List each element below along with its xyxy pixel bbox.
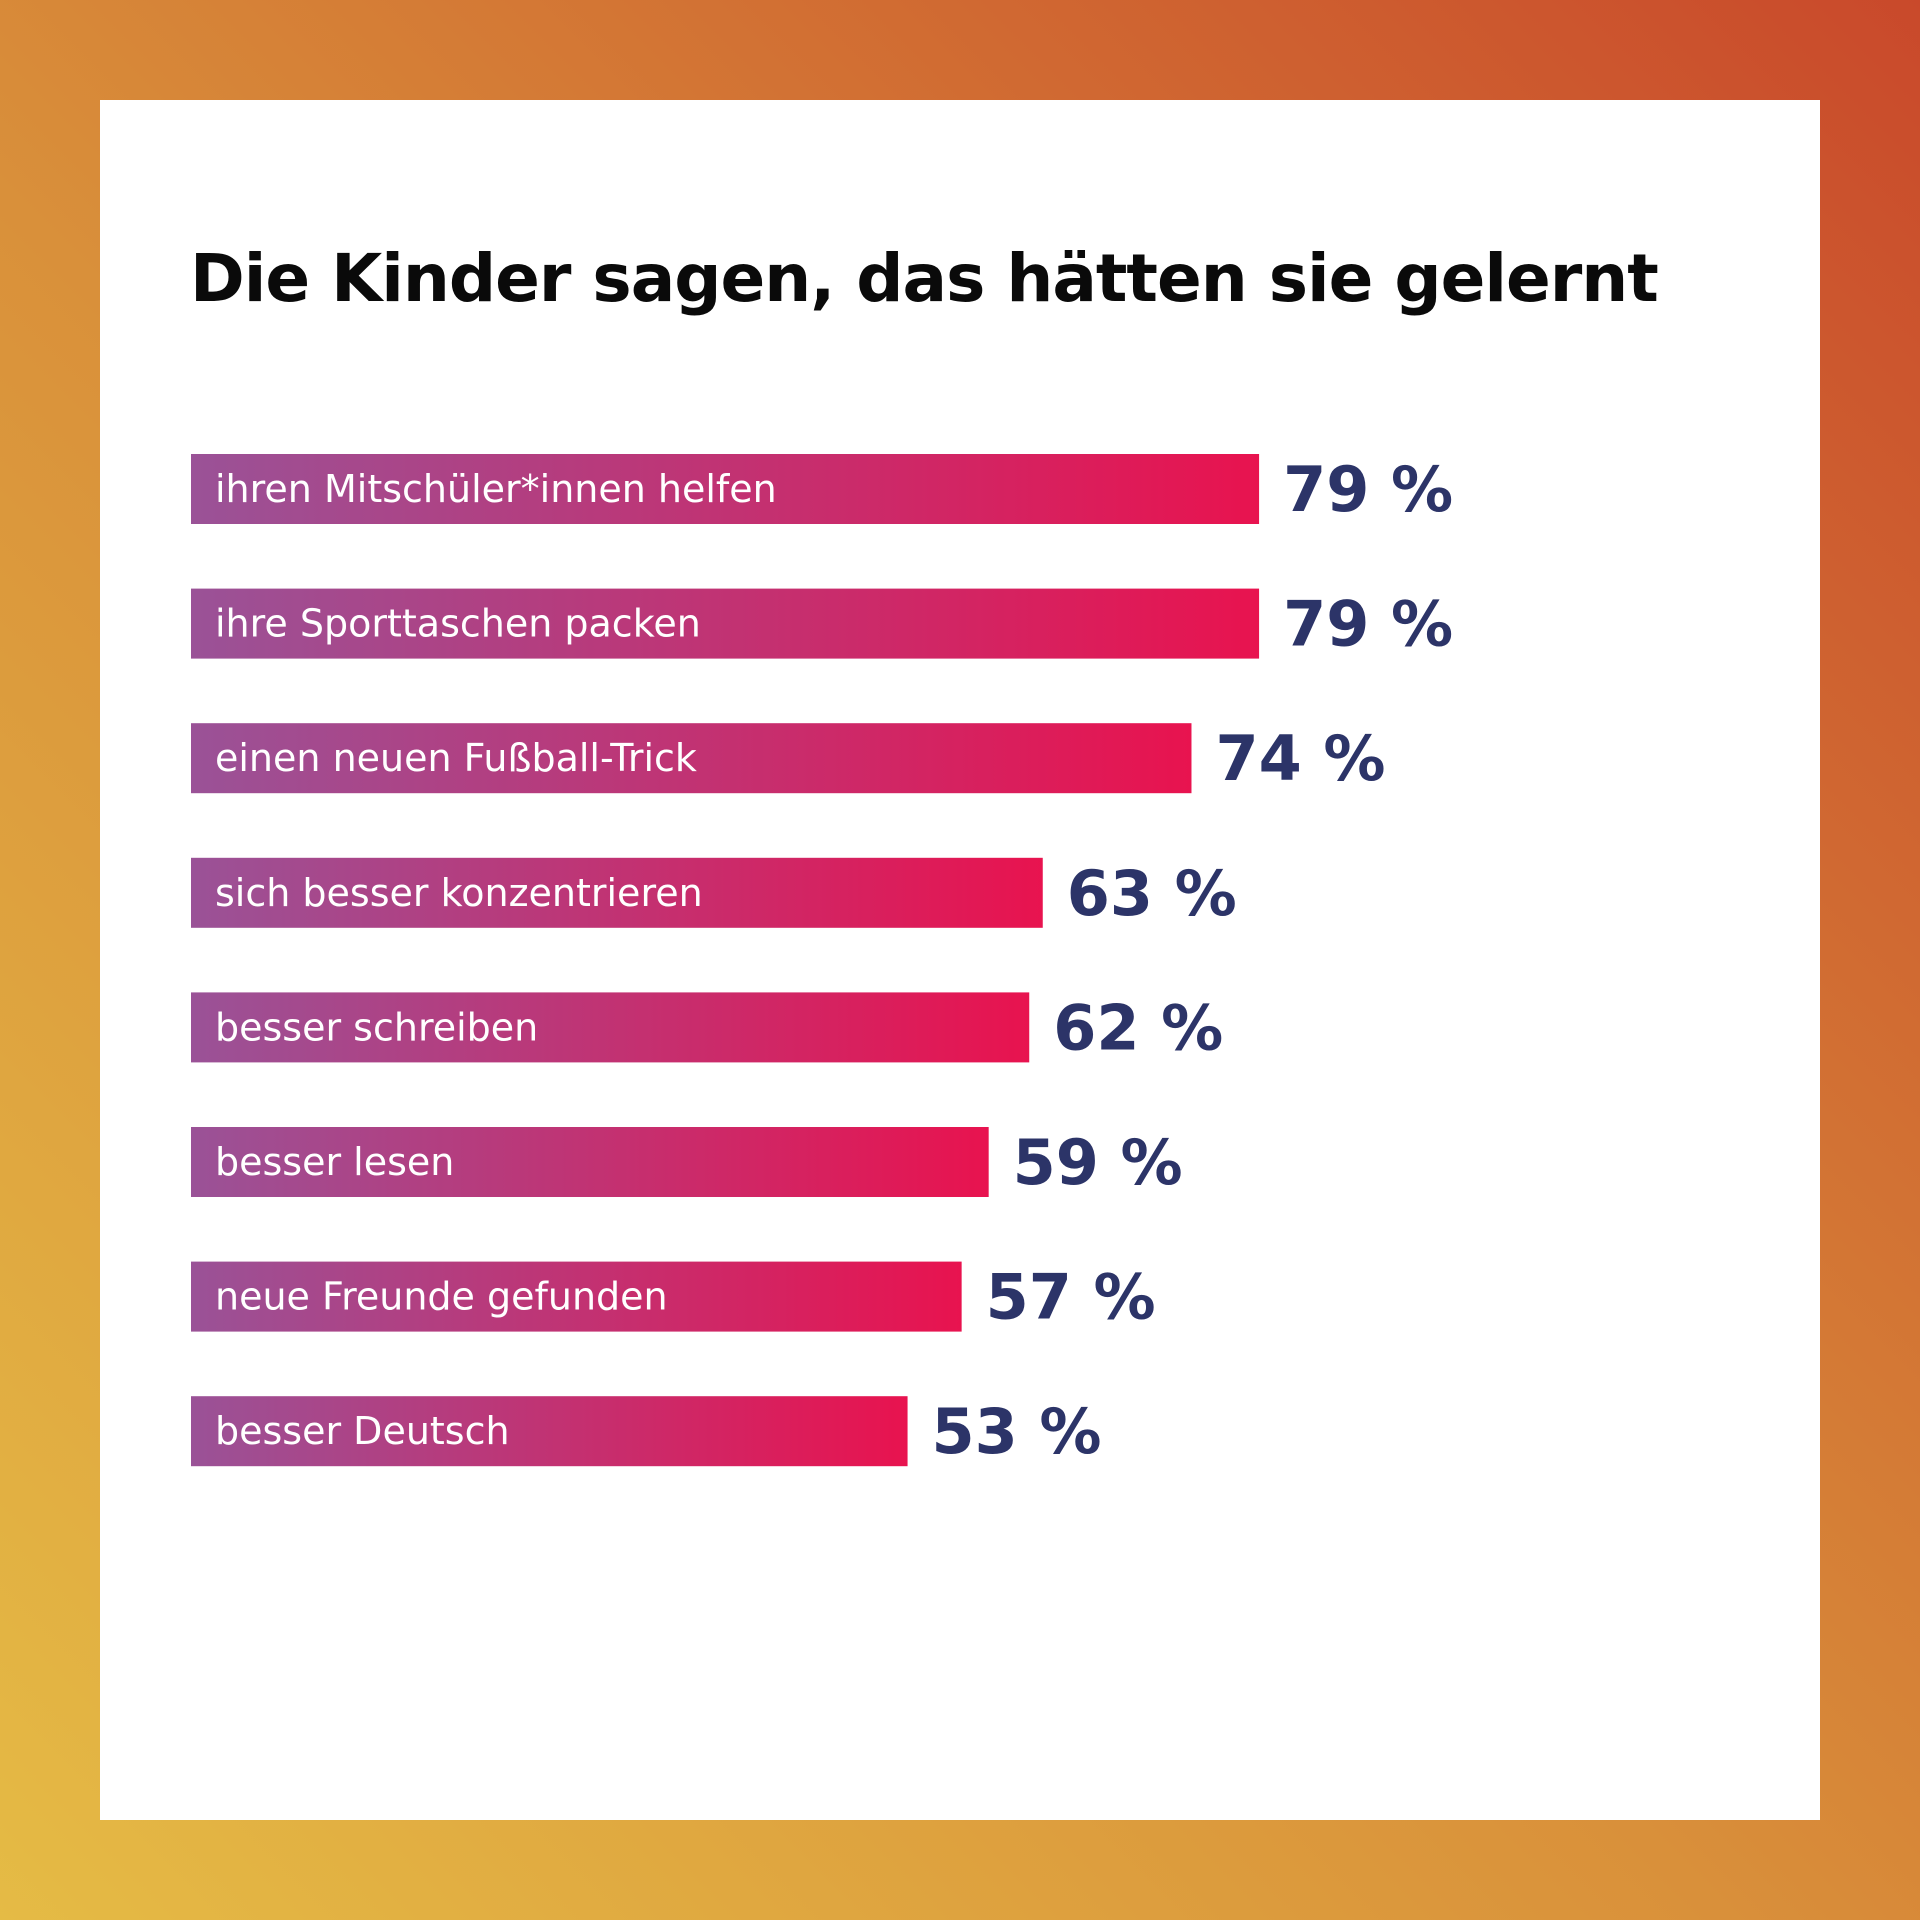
bar-category-label: besser schreiben (215, 1005, 538, 1049)
bar-category-label: ihre Sporttaschen packen (215, 602, 701, 646)
bar-category-label: besser lesen (215, 1140, 454, 1184)
bar (191, 1127, 989, 1197)
chart-card: Die Kinder sagen, das hätten sie gelernt… (100, 100, 1820, 1820)
bar-value-label: 53 % (932, 1395, 1102, 1468)
bar-value-label: 62 % (1053, 991, 1223, 1064)
bar (191, 1261, 962, 1332)
bar (191, 723, 1192, 794)
bar (191, 857, 1043, 928)
bar-category-label: einen neuen Fußball-Trick (215, 736, 697, 780)
chart-title: Die Kinder sagen, das hätten sie gelernt (190, 240, 1659, 317)
bar-chart: ihren Mitschüler*innen helfen 79 % ihre Sp… (191, 453, 1453, 1468)
bar-value-label: 59 % (1013, 1126, 1183, 1199)
bar-value-label: 57 % (986, 1261, 1156, 1334)
bar-value-label: 74 % (1215, 722, 1385, 795)
bar (191, 1396, 908, 1467)
bar-value-label: 79 % (1283, 453, 1453, 526)
bar-value-label: 79 % (1283, 588, 1453, 661)
bar-category-label: neue Freunde gefunden (215, 1275, 668, 1319)
bar (191, 992, 1030, 1063)
bar-category-label: besser Deutsch (215, 1409, 510, 1453)
bar (191, 454, 1260, 524)
bars-layer: ihren Mitschüler*innen helfen 79 % ihre Sp… (191, 453, 1453, 1468)
bar (191, 588, 1260, 659)
bar-value-label: 63 % (1067, 857, 1237, 930)
bar-category-label: sich besser konzentrieren (215, 871, 703, 915)
bar-category-label: ihren Mitschüler*innen helfen (215, 467, 777, 511)
